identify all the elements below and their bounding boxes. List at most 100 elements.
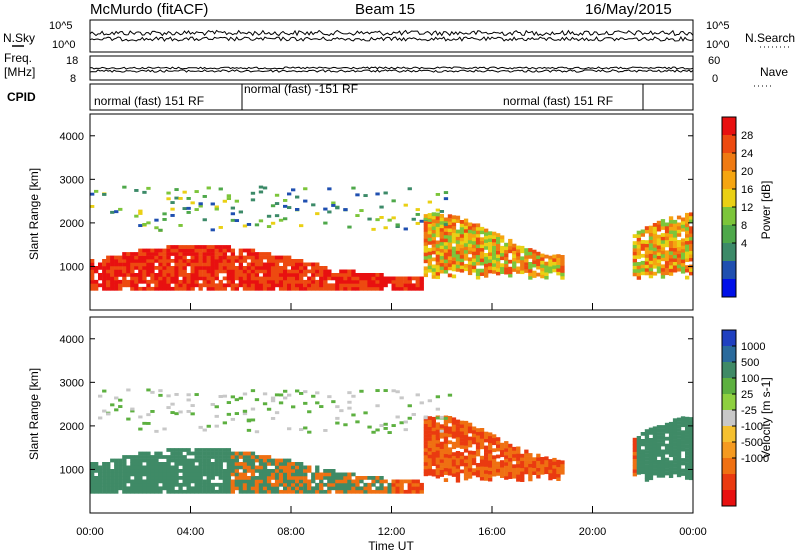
power-cell [451,222,457,227]
velocity-cell [270,486,276,491]
power-cell [451,232,457,237]
power-cell [492,256,497,260]
power-cell [262,273,268,277]
velocity-cell [351,486,356,491]
power-cell [375,276,380,281]
power-colorbar-tick-label: 28 [741,130,753,142]
power-cell [258,252,264,256]
power-cell [250,266,256,270]
velocity-cell [262,472,268,477]
power-cell [443,223,449,227]
power-cell [270,273,276,277]
program-label-1: normal (fast) 151 RF [94,94,204,108]
velocity-cell [375,476,380,480]
velocity-cell [652,464,658,469]
power-cell [423,255,429,260]
velocity-cell [504,476,509,480]
velocity-cell [210,465,215,470]
power-cell [451,215,457,220]
freq-trace [89,66,694,70]
velocity-cell [295,469,300,473]
power-cell [435,257,441,262]
velocity-cell [391,389,396,393]
velocity-cell [479,428,485,432]
power-cell [166,266,171,270]
velocity-cell [182,479,187,484]
velocity-cell [479,434,485,439]
power-cell [283,199,288,202]
velocity-cell [287,486,292,491]
velocity-cell [206,489,211,494]
velocity-cell [640,456,646,461]
velocity-cell [375,489,380,494]
velocity-cell [488,470,493,475]
power-cell [130,283,135,288]
power-cell [451,264,457,268]
power-cell [110,210,115,214]
power-cell [250,283,256,288]
power-cell [636,244,642,249]
power-cell [262,266,268,270]
velocity-cell [536,467,541,472]
velocity-cell [379,476,384,480]
power-cell [150,279,155,284]
velocity-cell [689,458,694,463]
velocity-cell [210,482,215,487]
velocity-cell [291,489,296,494]
power-cell [299,224,304,228]
velocity-cell [258,472,264,477]
power-cell [319,273,324,277]
velocity-cell [415,486,420,491]
power-cell [447,242,453,246]
power-cell [528,248,533,252]
power-cell [266,225,272,229]
power-cell [496,250,501,255]
power-cell [110,259,115,263]
power-cell [190,201,195,205]
power-cell [648,271,654,275]
power-cell [198,273,203,277]
power-cell [150,255,155,260]
velocity-cell [270,462,276,466]
velocity-cell [162,465,167,470]
power-cell [106,259,111,263]
power-cell [463,225,469,230]
power-cell [114,259,119,263]
power-cell [323,266,328,270]
velocity-cell [660,453,666,457]
power-cell [488,245,493,249]
power-cell [102,269,107,274]
velocity-cell [182,458,187,463]
velocity-cell [106,486,111,491]
velocity-cell [680,430,686,435]
velocity-cell [656,432,662,436]
power-cell [206,273,211,277]
power-cell [648,246,654,251]
velocity-cell [186,448,191,452]
velocity-cell [274,489,280,494]
power-cell [427,216,433,221]
velocity-cell [250,469,256,473]
power-cell [218,269,223,274]
velocity-heatmap [90,388,694,494]
power-cell [295,273,300,277]
power-cell [154,226,159,230]
power-cell [295,195,300,199]
power-cell [680,241,686,246]
power-cell [130,279,135,284]
power-cell [660,219,666,223]
velocity-cell [656,442,662,447]
power-cell [423,273,429,278]
velocity-cell [178,482,183,487]
velocity-cell [102,479,107,484]
power-cell [443,197,449,201]
velocity-cell [427,440,433,445]
power-cell [150,259,155,263]
velocity-cell [262,455,268,459]
velocity-cell [154,469,159,473]
velocity-cell [254,465,260,470]
power-cell [98,273,103,277]
velocity-cell [206,476,211,480]
power-cell [548,259,553,263]
velocity-cell [254,482,260,487]
